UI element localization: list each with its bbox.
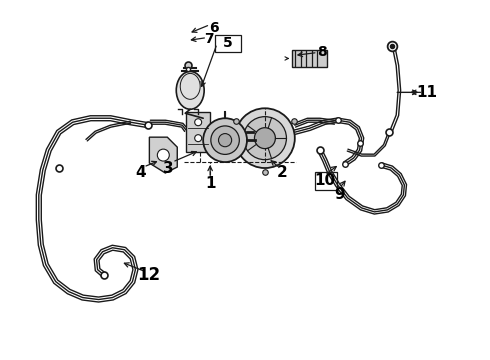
Text: 3: 3	[163, 161, 173, 176]
Polygon shape	[149, 137, 177, 173]
Text: 5: 5	[223, 36, 233, 50]
Circle shape	[211, 126, 239, 154]
Circle shape	[254, 128, 275, 149]
Polygon shape	[186, 112, 210, 152]
Text: 7: 7	[204, 32, 214, 46]
Text: 2: 2	[276, 165, 287, 180]
Circle shape	[235, 108, 295, 168]
Text: 6: 6	[209, 21, 219, 35]
Circle shape	[195, 135, 202, 141]
Circle shape	[203, 118, 247, 162]
Text: 8: 8	[317, 45, 326, 59]
Circle shape	[219, 134, 232, 147]
Text: 1: 1	[205, 176, 216, 192]
Text: 9: 9	[334, 188, 345, 202]
Ellipse shape	[176, 71, 204, 109]
Text: 4: 4	[135, 165, 146, 180]
Text: 12: 12	[137, 266, 160, 284]
Text: 10: 10	[314, 172, 335, 188]
Circle shape	[157, 149, 169, 161]
Text: 11: 11	[417, 85, 438, 100]
FancyBboxPatch shape	[293, 50, 327, 67]
Circle shape	[244, 117, 287, 160]
Circle shape	[195, 119, 202, 126]
